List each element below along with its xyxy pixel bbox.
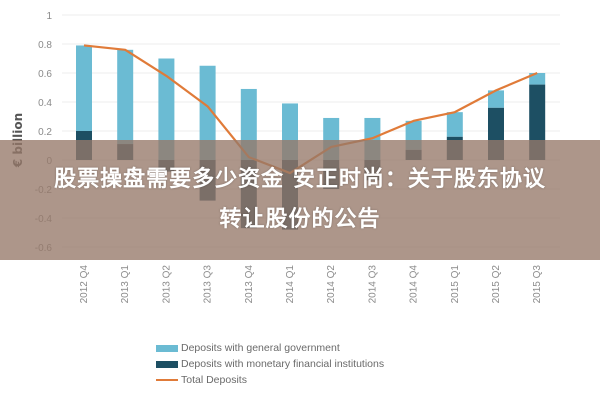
legend-item-general-government: Deposits with general government: [156, 340, 384, 356]
chart-legend: Deposits with general government Deposit…: [156, 340, 384, 388]
x-tick-label: 2014 Q3: [367, 265, 378, 304]
x-tick-label: 2014 Q4: [409, 265, 420, 304]
y-tick-label: 0.4: [38, 98, 52, 109]
legend-swatch-general-government: [156, 344, 178, 352]
legend-swatch-mfi: [156, 360, 178, 368]
overlay-title-line-2: 转让股份的公告: [219, 207, 381, 232]
bar-general-government: [446, 112, 463, 137]
x-tick-label: 2014 Q2: [326, 265, 337, 304]
legend-item-total-deposits: Total Deposits: [156, 372, 384, 388]
legend-label: Deposits with monetary financial institu…: [181, 358, 385, 370]
legend-label: Deposits with general government: [181, 342, 340, 354]
bar-general-government: [488, 90, 504, 108]
x-tick-label: 2015 Q2: [491, 265, 502, 304]
legend-label: Total Deposits: [181, 374, 247, 386]
bar-general-government: [158, 58, 175, 160]
bar-general-government: [76, 45, 92, 132]
bar-general-government: [117, 49, 134, 145]
y-tick-label: 0.6: [38, 69, 52, 80]
x-tick-label: 2013 Q1: [120, 265, 131, 304]
y-tick-label: 1: [46, 11, 52, 22]
x-tick-label: 2013 Q2: [161, 265, 172, 304]
x-axis-ticks: 2012 Q4 2013 Q1 2013 Q2 2013 Q3 2013 Q4 2014 …: [79, 265, 543, 304]
y-tick-label: 0.2: [38, 127, 52, 138]
legend-item-mfi: Deposits with monetary financial institu…: [156, 356, 384, 372]
bar-general-government: [529, 73, 546, 85]
x-tick-label: 2012 Q4: [79, 265, 90, 304]
x-tick-label: 2015 Q3: [532, 265, 543, 304]
overlay-title-line-1: 股票操盘需要多少资金 安正时尚：关于股东协议: [54, 167, 546, 192]
x-tick-label: 2014 Q1: [285, 265, 296, 304]
x-tick-label: 2015 Q1: [450, 265, 461, 304]
x-tick-label: 2013 Q4: [244, 265, 255, 304]
title-overlay-banner: 股票操盘需要多少资金 安正时尚：关于股东协议 转让股份的公告: [0, 140, 600, 260]
y-tick-label: 0.8: [38, 40, 52, 51]
bar-general-government: [199, 65, 216, 160]
x-tick-label: 2013 Q3: [203, 265, 214, 304]
legend-swatch-total-deposits: [156, 379, 178, 381]
